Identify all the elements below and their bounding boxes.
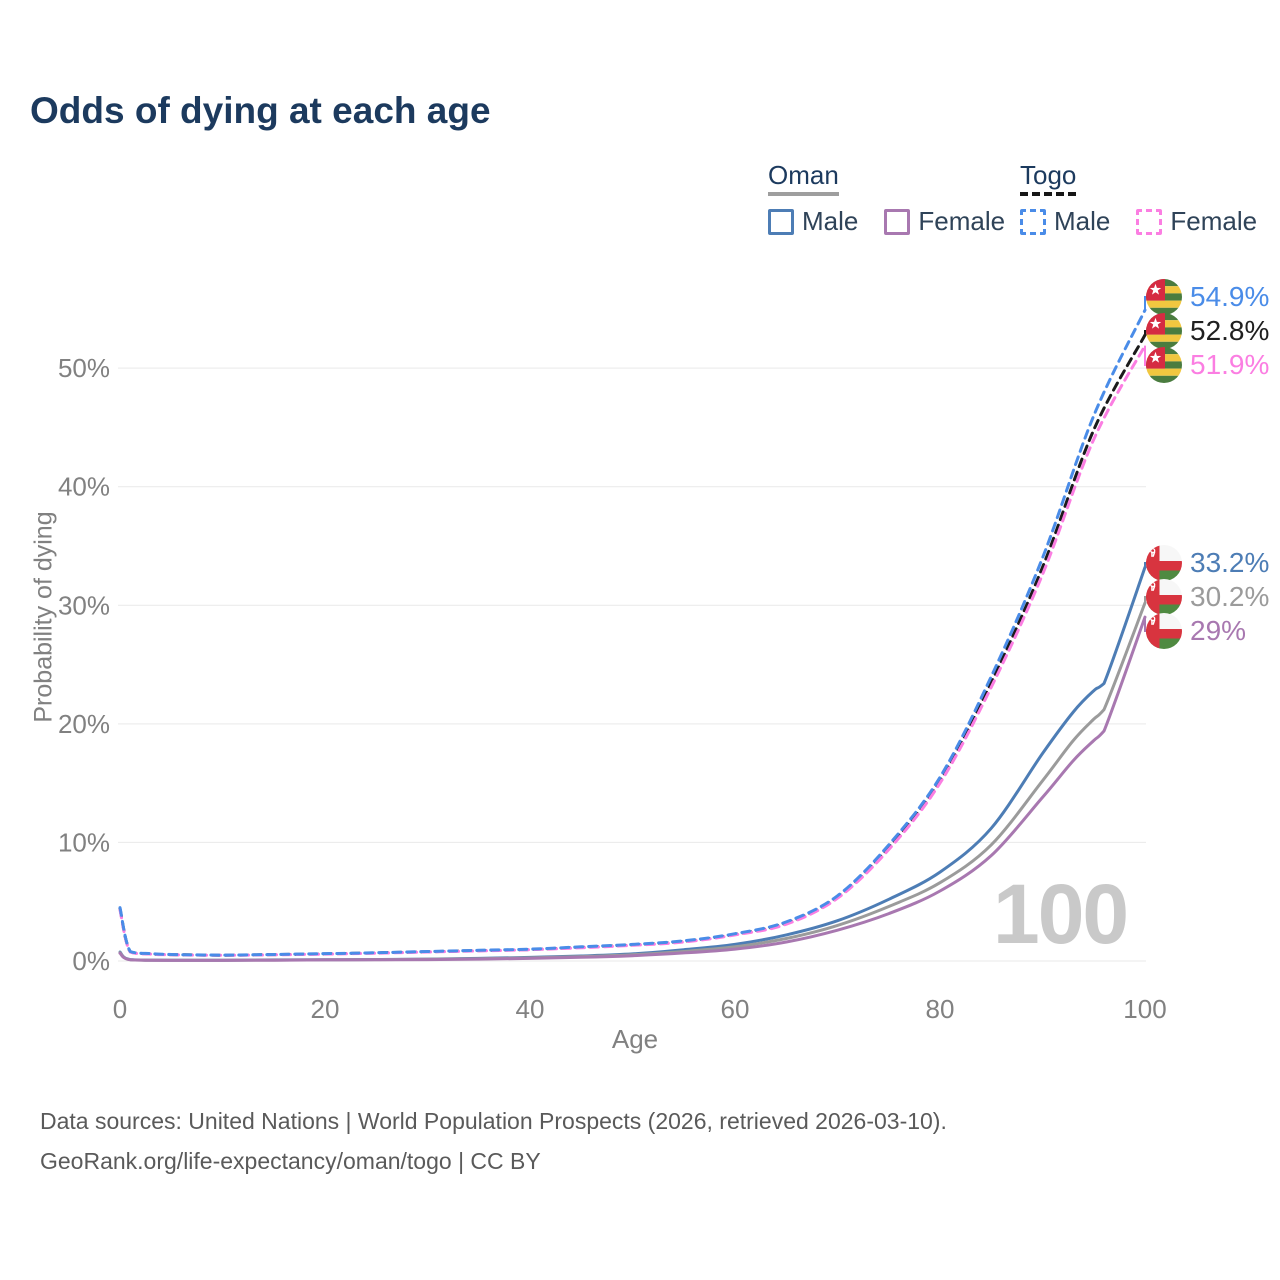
x-tick-label: 0 (113, 994, 127, 1024)
togo-female-swatch-icon (1136, 208, 1163, 235)
series-line-oman_female (118, 615, 1147, 962)
legend-title-togo: Togo (1020, 160, 1077, 196)
legend-item-togo-male[interactable]: Male (1020, 206, 1110, 237)
page-title: Odds of dying at each age (30, 90, 491, 131)
watermark-age-100: 100 (993, 867, 1129, 961)
series-line-togo_both (118, 333, 1147, 957)
series-line-togo_male (118, 308, 1147, 957)
y-tick-label: 50% (58, 353, 110, 383)
x-tick-label: 40 (516, 994, 545, 1024)
end-label-oman_female: 29% (1146, 613, 1246, 649)
oman-female-swatch-icon (884, 208, 911, 235)
y-tick-label: 30% (58, 590, 110, 620)
legend-item-togo-female[interactable]: Female (1136, 206, 1257, 237)
togo-male-swatch-icon (1020, 208, 1046, 235)
legend-label: Male (802, 206, 859, 236)
y-tick-label: 40% (58, 472, 110, 502)
series-line-oman_male (118, 565, 1147, 962)
legend-item-oman-female[interactable]: Female (884, 206, 1005, 237)
legend-group-togo: Togo Male Female (1020, 160, 1257, 237)
end-label-value: 51.9% (1190, 349, 1270, 380)
x-tick-label: 60 (721, 994, 750, 1024)
legend-label: Male (1054, 206, 1111, 236)
y-tick-label: 10% (58, 827, 110, 857)
legend-group-oman: Oman Male Female (768, 160, 1005, 237)
y-tick-label: 20% (58, 709, 110, 739)
oman-flag-icon (1146, 545, 1182, 581)
end-label-oman_male: 33.2% (1146, 545, 1269, 581)
series-line-oman_both (118, 601, 1147, 962)
oman-male-swatch-icon (768, 208, 794, 235)
end-label-togo_both: 52.8% (1146, 313, 1269, 349)
x-tick-label: 20 (311, 994, 340, 1024)
end-label-value: 30.2% (1190, 581, 1270, 612)
series-line-togo_female (118, 344, 1147, 957)
oman-flag-icon (1146, 579, 1182, 615)
x-axis-title: Age (611, 1024, 659, 1054)
legend-label: Female (918, 206, 1006, 236)
togo-flag-icon (1146, 313, 1182, 349)
legend-title-oman: Oman (768, 160, 839, 196)
end-label-value: 54.9% (1190, 281, 1270, 312)
oman-flag-icon (1146, 613, 1182, 649)
line-chart: 0% 10% 20% 30% 40% 50% 0 20 40 60 80 100 (58, 296, 1167, 1024)
y-tick-label: 0% (72, 946, 110, 976)
legend-label: Female (1170, 206, 1258, 236)
end-label-value: 52.8% (1190, 315, 1270, 346)
legend-item-oman-male[interactable]: Male (768, 206, 858, 237)
end-label-togo_female: 51.9% (1146, 347, 1269, 383)
footer-data-sources: Data sources: United Nations | World Pop… (40, 1108, 947, 1134)
togo-flag-icon (1146, 279, 1182, 315)
end-label-oman_both: 30.2% (1146, 579, 1269, 615)
x-tick-label: 80 (926, 994, 955, 1024)
x-tick-label: 100 (1123, 994, 1166, 1024)
end-label-value: 33.2% (1190, 547, 1270, 578)
togo-flag-icon (1146, 347, 1182, 383)
end-label-togo_male: 54.9% (1146, 279, 1269, 315)
end-label-value: 29% (1190, 615, 1247, 646)
footer-attribution: GeoRank.org/life-expectancy/oman/togo | … (40, 1148, 541, 1174)
